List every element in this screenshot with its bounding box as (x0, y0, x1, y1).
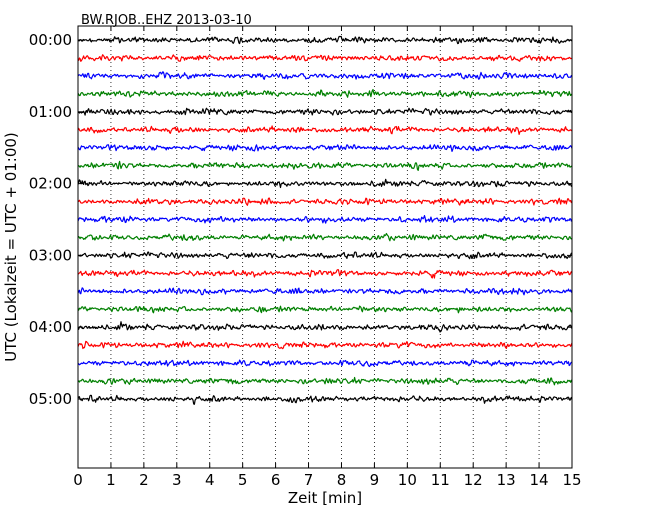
trace-0100 (77, 107, 573, 116)
x-tick-label-0: 0 (73, 471, 83, 489)
y-tick-label-0500: 05:00 (29, 390, 72, 408)
x-tick-label-3: 3 (172, 471, 182, 489)
x-tick-label-1: 1 (106, 471, 116, 489)
trace-0145 (77, 160, 573, 171)
trace-0130 (77, 144, 573, 152)
x-tick-label-4: 4 (205, 471, 215, 489)
x-tick-label-10: 10 (398, 471, 417, 489)
y-tick-label-0400: 04:00 (29, 318, 72, 336)
grid-layer (110, 26, 540, 468)
trace-0315 (77, 269, 573, 279)
trace-0330 (77, 287, 573, 296)
x-axis-label: Zeit [min] (288, 489, 362, 507)
y-tick-label-0300: 03:00 (29, 246, 72, 264)
x-tick-label-5: 5 (238, 471, 248, 489)
chart-title: BW.RJOB..EHZ 2013-03-10 (81, 13, 252, 28)
x-tick-label-12: 12 (464, 471, 483, 489)
y-axis-label: UTC (Lokalzeit = UTC + 01:00) (2, 132, 20, 362)
x-tick-label-6: 6 (271, 471, 281, 489)
plot-frame (77, 25, 573, 469)
trace-0115 (77, 125, 573, 135)
trace-0445 (77, 376, 573, 386)
trace-0215 (77, 197, 573, 206)
x-tick-label-2: 2 (139, 471, 149, 489)
trace-0300 (77, 251, 572, 260)
x-tick-label-11: 11 (431, 471, 450, 489)
x-tick-label-8: 8 (337, 471, 347, 489)
trace-0245 (77, 232, 573, 242)
trace-0045 (77, 88, 573, 99)
trace-0415 (77, 340, 573, 350)
x-tick-label-9: 9 (370, 471, 380, 489)
trace-0430 (77, 359, 573, 368)
trace-0230 (77, 215, 573, 224)
trace-0200 (77, 178, 573, 189)
trace-0015 (77, 54, 573, 62)
trace-0000 (77, 35, 573, 45)
trace-layer (77, 35, 573, 405)
trace-0400 (77, 321, 573, 333)
trace-0345 (77, 305, 573, 314)
x-tick-label-14: 14 (530, 471, 549, 489)
trace-0500 (77, 394, 573, 405)
y-tick-label-0000: 00:00 (29, 31, 72, 49)
tick-layer: 0 1 2 3 4 5 6 7 8 9 10 11 12 13 14 1500:0001:0002:0003:… (29, 26, 582, 489)
trace-0030 (77, 71, 573, 80)
y-tick-label-0100: 01:00 (29, 103, 72, 121)
x-tick-label-7: 7 (304, 471, 314, 489)
x-tick-label-13: 13 (497, 471, 516, 489)
x-tick-label-15: 15 (562, 471, 581, 489)
y-tick-label-0200: 02:00 (29, 175, 72, 193)
